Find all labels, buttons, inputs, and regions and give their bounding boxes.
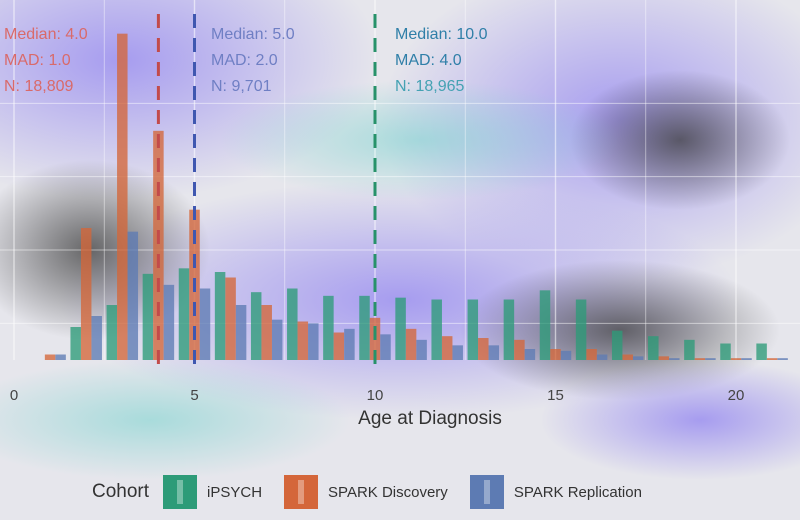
bar-spark-discovery bbox=[225, 277, 236, 360]
bar-spark-discovery bbox=[405, 328, 417, 360]
bar-spark-discovery bbox=[550, 349, 561, 360]
bar-spark-replication bbox=[127, 231, 139, 360]
median-label: Median: 4.0 bbox=[4, 26, 88, 43]
bar-spark-discovery bbox=[658, 356, 670, 360]
bar-spark-replication bbox=[163, 284, 175, 360]
bar-spark-replication bbox=[632, 356, 644, 360]
bar-spark-discovery bbox=[80, 228, 92, 360]
legend-title: Cohort bbox=[92, 481, 150, 502]
bar-spark-replication bbox=[705, 358, 716, 360]
annotation-spark-replication: Median: 10.0 MAD: 4.0 N: 18,965 bbox=[395, 22, 488, 100]
n-label: N: 18,809 bbox=[4, 78, 74, 95]
bar-ipsych bbox=[359, 295, 370, 360]
bar-spark-replication bbox=[488, 345, 500, 360]
x-tick-label: 10 bbox=[367, 387, 384, 404]
median-lines bbox=[156, 14, 377, 374]
bar-spark-discovery bbox=[622, 354, 633, 360]
bar-ipsych bbox=[720, 343, 731, 360]
bar-ipsych bbox=[395, 297, 406, 360]
x-axis-title: Age at Diagnosis bbox=[358, 408, 502, 429]
bar-spark-discovery bbox=[261, 305, 272, 360]
legend-label: iPSYCH bbox=[207, 483, 263, 501]
bar-ipsych bbox=[250, 292, 262, 360]
bar-ipsych bbox=[539, 290, 551, 360]
x-tick-labels: 0 5 10 15 20 bbox=[10, 387, 745, 404]
bar-ipsych bbox=[106, 305, 118, 360]
x-tick-label: 15 bbox=[547, 387, 564, 404]
bar-spark-replication bbox=[91, 316, 102, 360]
bar-spark-discovery bbox=[694, 358, 706, 360]
bar-spark-discovery bbox=[586, 349, 597, 360]
bar-spark-replication bbox=[235, 305, 247, 360]
bar-spark-replication bbox=[777, 358, 788, 360]
bar-ipsych bbox=[70, 327, 81, 360]
median-label: Median: 10.0 bbox=[395, 26, 488, 43]
gridlines bbox=[0, 0, 800, 360]
legend: Cohort iPSYCH SPARK Discovery SPARK Repl… bbox=[92, 474, 664, 510]
bar-ipsych bbox=[756, 343, 767, 360]
bar-spark-replication bbox=[199, 288, 211, 360]
bar-ipsych bbox=[287, 288, 298, 360]
n-label: N: 18,965 bbox=[395, 78, 465, 95]
bar-ipsych bbox=[467, 299, 479, 360]
legend-item-ipsych: iPSYCH bbox=[163, 475, 262, 509]
bar-ipsych bbox=[214, 272, 226, 360]
bar-ipsych bbox=[575, 299, 587, 360]
bar-spark-replication bbox=[596, 354, 608, 360]
mad-label: MAD: 1.0 bbox=[4, 52, 71, 69]
bar-spark-replication bbox=[524, 349, 536, 360]
annotation-spark-discovery: Median: 5.0 MAD: 2.0 N: 9,701 bbox=[211, 22, 295, 100]
bar-spark-discovery bbox=[441, 336, 453, 360]
bar-spark-replication bbox=[560, 350, 572, 360]
x-tick-label: 20 bbox=[728, 387, 745, 404]
legend-item-spark-replication: SPARK Replication bbox=[469, 475, 642, 509]
bar-ipsych bbox=[611, 330, 623, 360]
x-tick-label: 0 bbox=[10, 387, 18, 404]
legend-label: SPARK Discovery bbox=[328, 483, 448, 501]
mad-label: MAD: 2.0 bbox=[211, 52, 278, 69]
bar-spark-replication bbox=[344, 328, 355, 360]
bar-spark-replication bbox=[669, 358, 680, 360]
bar-ipsych bbox=[684, 339, 695, 360]
bar-spark-replication bbox=[55, 354, 66, 360]
bar-spark-replication bbox=[380, 334, 391, 360]
bar-spark-discovery bbox=[297, 321, 309, 360]
x-tick-label: 5 bbox=[190, 387, 198, 404]
legend-swatch-spark-replication bbox=[469, 475, 504, 509]
bar-ipsych bbox=[323, 295, 334, 360]
mad-label: MAD: 4.0 bbox=[395, 52, 462, 69]
bar-spark-replication bbox=[416, 339, 427, 360]
bar-spark-discovery bbox=[44, 354, 56, 360]
bar-spark-discovery bbox=[117, 33, 128, 361]
bar-spark-replication bbox=[308, 323, 319, 360]
bar-spark-replication bbox=[452, 345, 463, 360]
bar-spark-replication bbox=[741, 358, 752, 360]
bar-spark-discovery bbox=[514, 339, 525, 360]
bar-spark-discovery bbox=[478, 338, 489, 360]
legend-swatch-ipsych bbox=[163, 475, 198, 509]
legend-swatch-spark-discovery bbox=[284, 475, 319, 509]
bar-ipsych bbox=[431, 299, 442, 360]
median-label: Median: 5.0 bbox=[211, 26, 295, 43]
legend-label: SPARK Replication bbox=[513, 483, 642, 501]
bar-spark-replication bbox=[271, 319, 283, 360]
bar-ipsych bbox=[178, 268, 190, 360]
bar-ipsych bbox=[648, 336, 659, 360]
bar-spark-discovery bbox=[333, 332, 345, 360]
annotation-ipsych: Median: 4.0 MAD: 1.0 N: 18,809 bbox=[4, 22, 88, 100]
bar-ipsych bbox=[142, 273, 154, 360]
bar-spark-discovery bbox=[766, 358, 778, 360]
legend-item-spark-discovery: SPARK Discovery bbox=[284, 475, 448, 509]
bar-ipsych bbox=[503, 299, 515, 360]
n-label: N: 9,701 bbox=[211, 78, 272, 95]
bar-spark-discovery bbox=[730, 358, 742, 360]
bar-spark-discovery bbox=[153, 130, 164, 360]
